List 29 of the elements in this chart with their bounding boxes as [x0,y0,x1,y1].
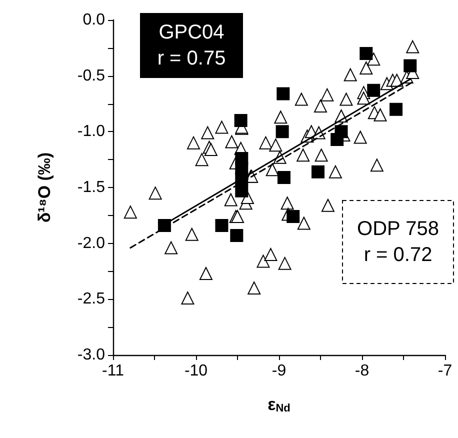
point [367,84,380,97]
y-tick-label: 0.0 [82,12,106,28]
y-tick-label: -1.5 [77,179,106,196]
y-tick-label: -2.5 [77,290,106,308]
y-tick-label: -0.5 [77,67,106,84]
y-axis-title: δ¹⁸O (‰) [35,152,54,223]
y-tick-label: -2.0 [77,234,106,252]
annotation: GPC04 r = 0.75 [157,22,226,70]
point [312,165,325,178]
x-tick-label: -11 [102,362,124,380]
point [235,184,248,198]
point [360,47,373,60]
point [404,59,417,72]
point [276,125,289,138]
point [334,125,348,138]
point [277,170,290,184]
y-tick-label: -3.0 [77,346,106,364]
point [390,102,403,116]
x-tick-label: -8 [354,362,370,380]
point [286,210,300,224]
x-tick-label: -10 [184,362,208,380]
annotation: ODP 758 r = 0.72 [357,218,439,266]
y-tick-label: -1.0 [77,123,106,140]
point [230,229,244,242]
point [276,87,290,100]
point [215,218,228,232]
point [234,114,248,127]
x-tick-label: -9 [272,362,286,380]
x-tick-label: -7 [438,362,452,380]
